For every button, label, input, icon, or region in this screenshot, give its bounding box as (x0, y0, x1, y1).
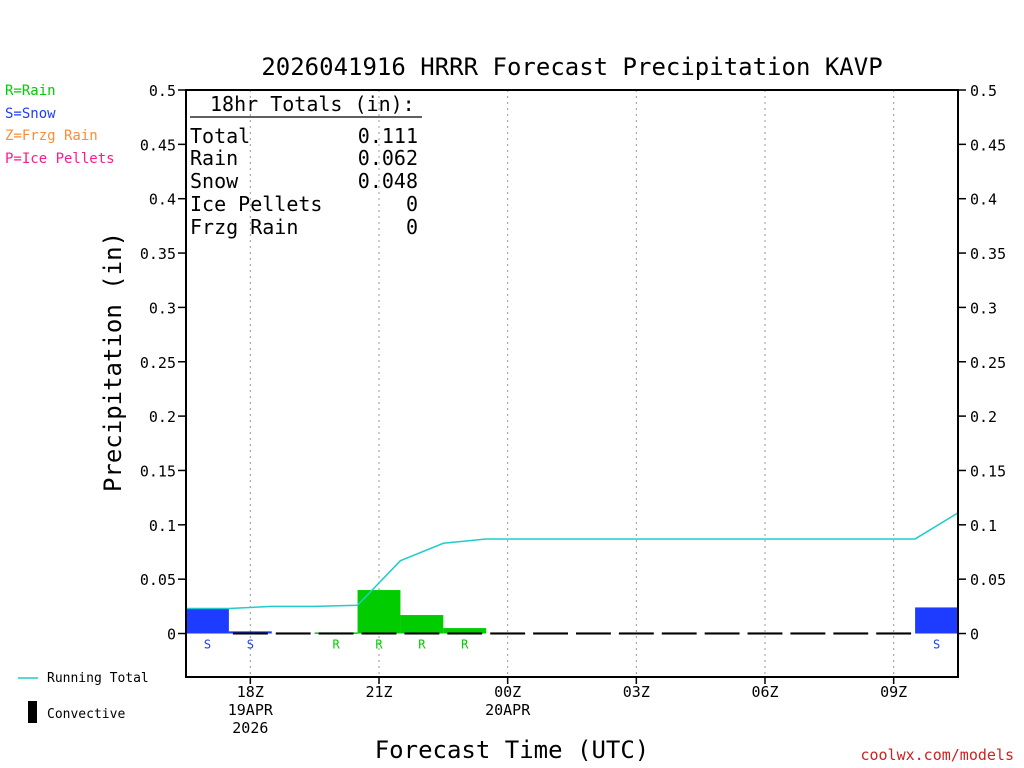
y-tick-label-left: 0 (167, 626, 176, 644)
convective-legend-swatch (28, 701, 37, 723)
y-tick-label-right: 0.15 (970, 462, 1006, 480)
ptype-marker: R (418, 638, 426, 652)
precip-bars (186, 590, 958, 634)
x-tick-label: 00Z (494, 683, 521, 701)
x-tick-label: 06Z (751, 683, 778, 701)
ptype-legend: R=Rain S=Snow Z=Frzg Rain P=Ice Pellets (5, 83, 115, 167)
y-tick-label-left: 0.5 (149, 82, 176, 100)
y-axis-label: Precipitation (in) (99, 232, 127, 492)
y-tick-label-left: 0.45 (140, 136, 176, 154)
convective-bar (661, 632, 697, 635)
y-tick-label-right: 0.2 (970, 408, 997, 426)
convective-bar (447, 632, 483, 635)
plot-frame (185, 89, 959, 678)
y-tick-label-left: 0.05 (140, 571, 176, 589)
x-tick-label: 2026 (232, 719, 268, 737)
totals-box: 18hr Totals (in): Total 0.111 Rain 0.062… (190, 92, 422, 239)
convective-bar (533, 632, 568, 635)
totals-label-rain: Rain (190, 146, 238, 170)
ptype-legend-frzg-rain: Z=Frzg Rain (5, 128, 98, 144)
convective-bar (318, 632, 354, 635)
y-tick-label-left: 0.2 (149, 408, 176, 426)
x-tick-label: 03Z (623, 683, 650, 701)
x-tick-label: 09Z (880, 683, 907, 701)
y-tick-label-left: 0.4 (149, 191, 176, 209)
ptype-legend-ice-pellets: P=Ice Pellets (5, 151, 115, 167)
convective-bar (618, 632, 654, 635)
totals-value-frzg-rain: 0 (406, 215, 418, 239)
totals-value-total: 0.111 (358, 124, 418, 148)
convective-bar (833, 632, 869, 635)
x-axis-label: Forecast Time (UTC) (375, 736, 650, 764)
convective-bar (704, 632, 740, 635)
y-axis-ticks: 0 00.05 0.050.1 0.10.15 0.150.2 0.20.25 0.250.… (140, 82, 1006, 644)
y-tick-label-right: 0.5 (970, 82, 997, 100)
ptype-marker: R (375, 638, 383, 652)
y-tick-label-right: 0.05 (970, 571, 1006, 589)
precip-bar (915, 607, 958, 634)
precip-bar (186, 608, 229, 634)
convective-bar (275, 632, 311, 635)
y-tick-label-right: 0.1 (970, 517, 997, 535)
y-tick-label-left: 0.15 (140, 462, 176, 480)
totals-label-total: Total (190, 124, 250, 148)
convective-bar (747, 632, 783, 635)
convective-bar (790, 632, 826, 635)
totals-value-snow: 0.048 (358, 169, 418, 193)
ptype-legend-snow: S=Snow (5, 106, 56, 122)
ptype-marker: S (204, 638, 211, 652)
chart-title: 2026041916 HRRR Forecast Precipitation K… (261, 53, 882, 81)
ptype-marker: R (332, 638, 340, 652)
running-total-line (186, 512, 959, 610)
x-tick-label: 20APR (485, 701, 531, 719)
y-tick-label-right: 0.25 (970, 354, 1006, 372)
totals-value-ice-pellets: 0 (406, 192, 418, 216)
precip-bar (357, 590, 401, 634)
y-tick-label-right: 0 (970, 626, 979, 644)
ptype-marker: S (247, 638, 254, 652)
totals-label-ice-pellets: Ice Pellets (190, 192, 322, 216)
precip-bar (443, 628, 487, 634)
y-tick-label-left: 0.25 (140, 354, 176, 372)
series-legend: Running Total Convective (18, 671, 149, 723)
y-tick-label-left: 0.35 (140, 245, 176, 263)
convective-bar (361, 632, 397, 635)
convective-bar (876, 632, 912, 635)
precip-bar (400, 615, 444, 634)
convective-bar (490, 632, 526, 635)
convective-bar (404, 632, 440, 635)
totals-label-snow: Snow (190, 169, 239, 193)
totals-header: 18hr Totals (in): (210, 92, 415, 116)
convective-bar (576, 632, 611, 635)
running-total-series (186, 512, 959, 610)
x-tick-label: 21Z (365, 683, 392, 701)
grid-lines (249, 90, 895, 677)
totals-label-frzg-rain: Frzg Rain (190, 215, 298, 239)
site-credit: coolwx.com/models (860, 746, 1014, 764)
ptype-marker: S (933, 638, 940, 652)
ptype-marker: R (461, 638, 469, 652)
convective-bar (232, 632, 268, 635)
y-tick-label-right: 0.45 (970, 136, 1006, 154)
y-tick-label-right: 0.35 (970, 245, 1006, 263)
y-tick-label-right: 0.4 (970, 191, 997, 209)
x-tick-label: 19APR (228, 701, 274, 719)
convective-bars (232, 632, 912, 635)
y-tick-label-right: 0.3 (970, 299, 997, 317)
ptype-legend-rain: R=Rain (5, 83, 56, 99)
running-total-legend-label: Running Total (47, 671, 149, 686)
y-tick-label-left: 0.3 (149, 299, 176, 317)
x-tick-label: 18Z (237, 683, 264, 701)
y-tick-label-left: 0.1 (149, 517, 176, 535)
convective-legend-label: Convective (47, 707, 125, 722)
totals-value-rain: 0.062 (358, 146, 418, 170)
